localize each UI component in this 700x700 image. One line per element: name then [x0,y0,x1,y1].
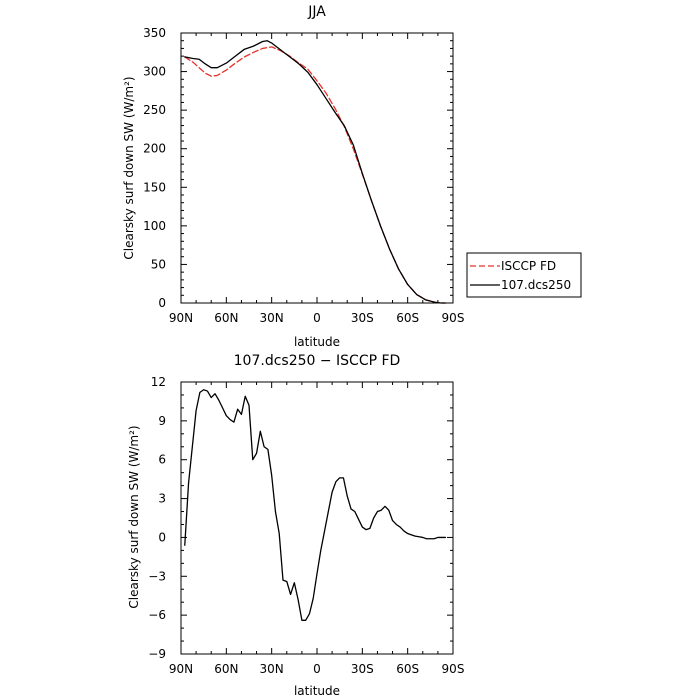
y-tick-label: 0 [158,530,166,544]
y-tick-label: 250 [143,103,166,117]
top-chart-series [184,40,447,304]
bottom-chart-series [184,389,447,621]
x-tick-label: 30N [260,311,284,325]
top-chart-xlabel: latitude [294,335,340,349]
y-tick-label: 12 [151,375,166,389]
y-tick-label: −9 [148,647,166,661]
y-tick-label: 200 [143,142,166,156]
top-chart-ticks: 90N 60N 30N 0 30S 60S 90S 0 50 100 150 200 250 300 350 [143,26,464,325]
top-chart-series-line-0 [184,46,447,304]
y-tick-label: 100 [143,219,166,233]
x-tick-label: 60N [214,311,238,325]
top-chart-title: JJA [307,4,326,20]
y-tick-label: −3 [148,569,166,583]
x-tick-label: 60S [396,662,419,676]
x-tick-label: 90S [442,662,465,676]
x-tick-label: 90N [169,662,193,676]
bottom-chart-panel: 107.dcs250 − ISCCP FD latitude Clearsky … [127,353,464,698]
legend-label-model: 107.dcs250 [501,278,571,292]
top-chart-frame [180,32,454,304]
x-tick-label: 30S [351,662,374,676]
top-chart-ylabel: Clearsky surf down SW (W/m²) [122,76,136,259]
y-tick-label: −6 [148,608,166,622]
y-tick-label: 6 [158,453,166,467]
bottom-chart-series-line-0 [184,389,447,621]
y-tick-label: 0 [158,296,166,310]
y-tick-label: 300 [143,65,166,79]
x-tick-label: 0 [313,311,321,325]
bottom-chart-ylabel: Clearsky surf down SW (W/m²) [127,425,141,608]
y-tick-label: 150 [143,180,166,194]
x-tick-label: 90S [442,311,465,325]
x-tick-label: 30N [260,662,284,676]
x-tick-label: 0 [313,662,321,676]
y-tick-label: 9 [158,414,166,428]
top-chart-legend: ISCCP FD 107.dcs250 [466,252,582,298]
legend-label-isccp: ISCCP FD [501,259,556,273]
top-chart-series-line-1 [184,40,447,304]
bottom-chart-frame [180,381,454,655]
bottom-chart-ticks: 90N 60N 30N 0 30S 60S 90S −9 −6 −3 0 3 6 9 12 [148,375,464,676]
legend-box [466,252,582,298]
top-chart-panel: JJA latitude Clearsky surf down SW (W/m²… [122,4,464,349]
y-tick-label: 3 [158,492,166,506]
bottom-chart-title: 107.dcs250 − ISCCP FD [234,353,401,369]
x-tick-label: 30S [351,311,374,325]
x-tick-label: 60N [214,662,238,676]
y-tick-label: 50 [151,257,166,271]
y-tick-label: 350 [143,26,166,40]
bottom-chart-xlabel: latitude [294,684,340,698]
x-tick-label: 60S [396,311,419,325]
x-tick-label: 90N [169,311,193,325]
